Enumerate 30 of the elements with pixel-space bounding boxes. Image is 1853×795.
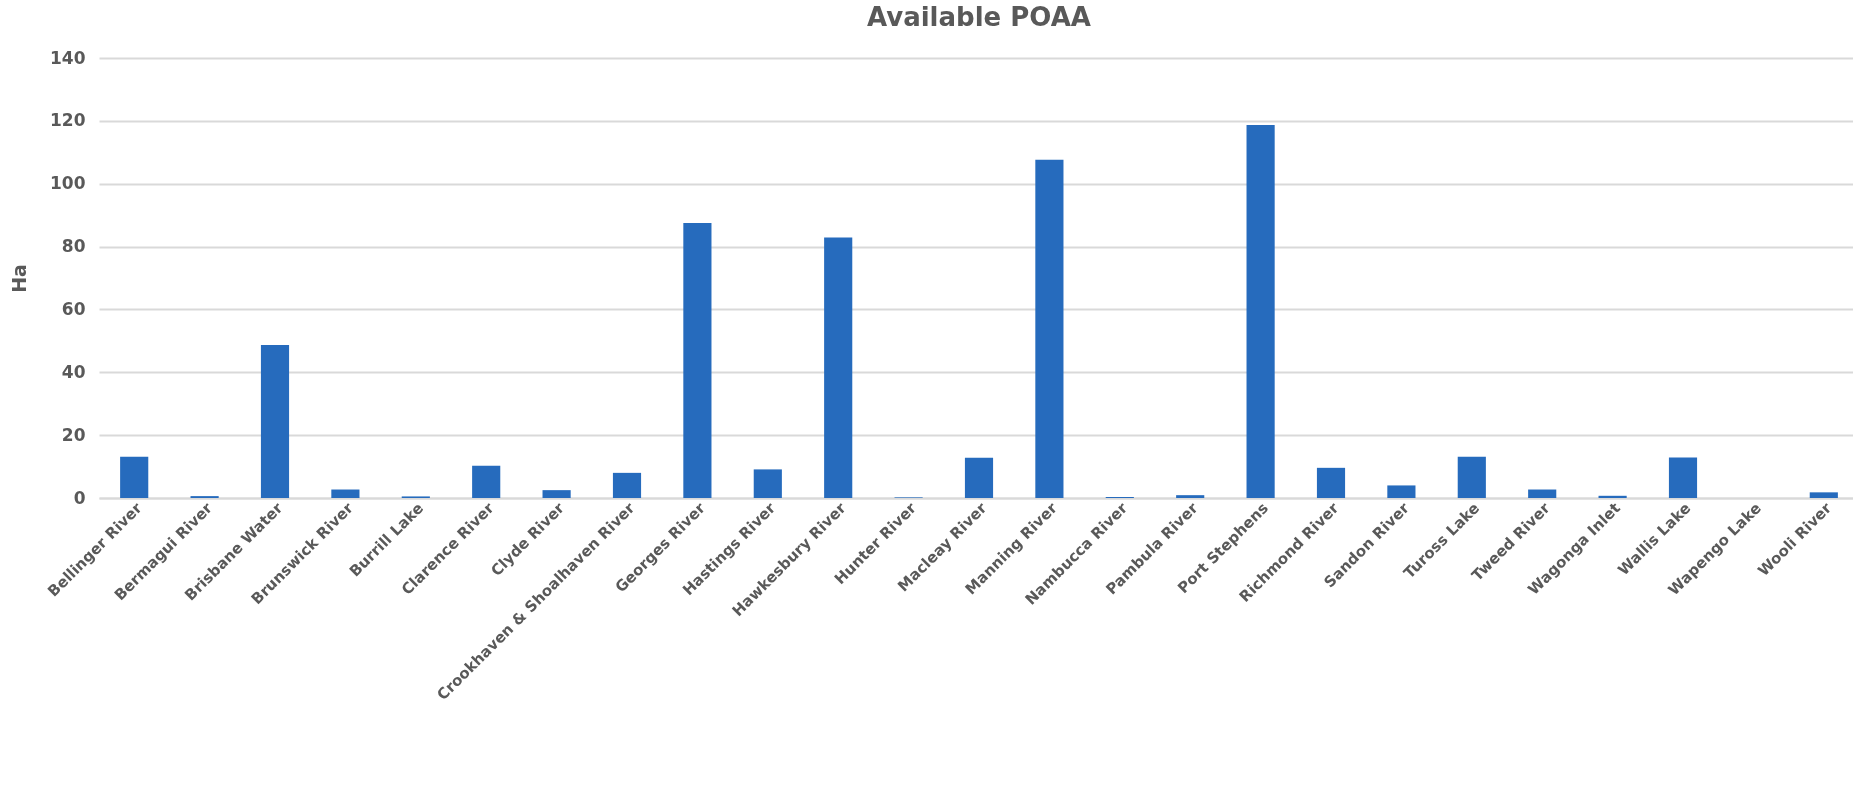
y-tick-label: 100 (50, 173, 86, 194)
y-tick-label: 40 (61, 361, 86, 382)
bar (542, 490, 571, 498)
bar (1246, 124, 1275, 498)
chart-title: Available POAA (867, 2, 1091, 32)
bar (964, 457, 994, 498)
bar (824, 237, 853, 498)
bar (753, 469, 782, 498)
bar (1528, 489, 1557, 498)
bar (612, 472, 642, 498)
bar (1809, 492, 1838, 498)
bar (1176, 495, 1205, 498)
y-axis-title: Ha (8, 264, 31, 293)
y-tick-label: 0 (73, 487, 86, 508)
y-tick-label: 80 (61, 236, 86, 257)
y-tick-label: 60 (61, 298, 86, 319)
bar (1316, 467, 1346, 498)
bar (1668, 457, 1698, 498)
bar (472, 465, 501, 498)
bar (260, 344, 290, 498)
y-tick-label: 120 (50, 110, 86, 131)
bar (1457, 456, 1486, 498)
bar (1387, 485, 1416, 498)
y-tick-label: 140 (50, 47, 86, 68)
bar (331, 489, 360, 498)
bar (1598, 495, 1627, 498)
bar (683, 223, 712, 498)
bar (120, 456, 149, 498)
bar (1035, 159, 1064, 498)
y-tick-label: 20 (61, 424, 86, 445)
